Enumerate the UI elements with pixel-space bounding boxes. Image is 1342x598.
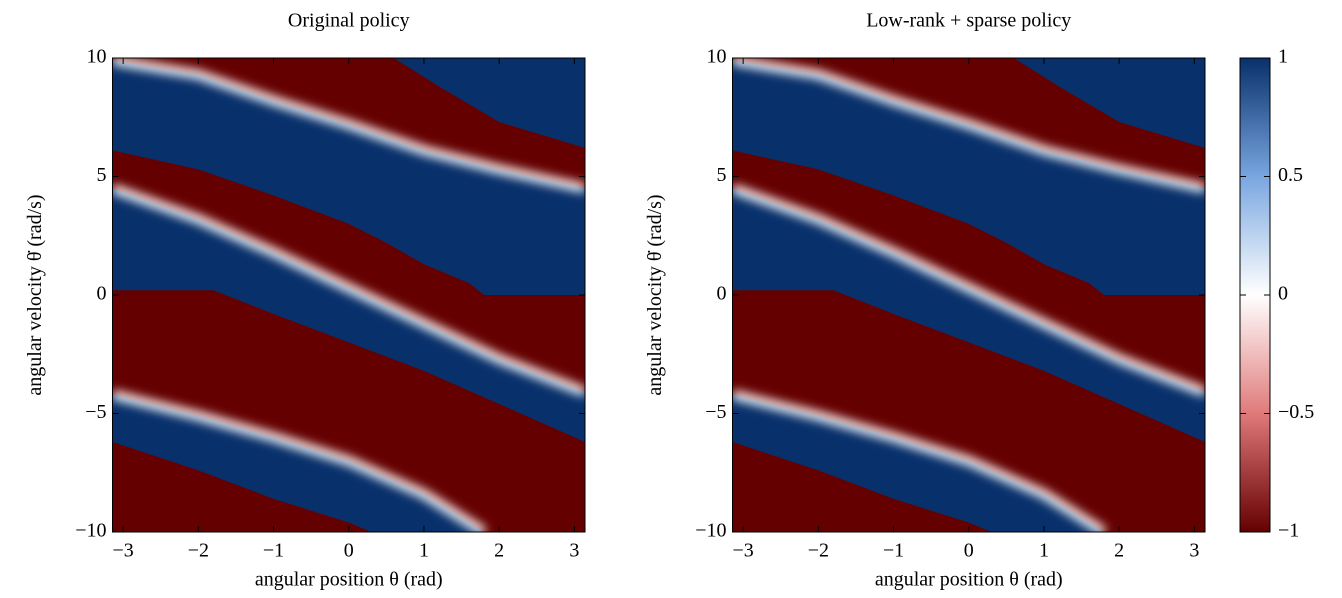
y-tick-label: −5 [85,401,106,423]
region [393,58,585,149]
region [112,394,485,532]
y-tick-label: 5 [717,164,727,186]
x-tick-label: −3 [113,540,134,562]
colorbar-tick-label: −1 [1278,520,1299,542]
colorbar-tick-label: 0.5 [1278,164,1303,186]
region [732,394,1105,532]
x-tick-label: 2 [1114,540,1124,562]
y-tick-label: 10 [87,46,107,68]
x-tick-label: 0 [344,540,354,562]
x-tick-label: 3 [1189,540,1199,562]
transition [732,184,1205,397]
transition [732,58,1205,193]
y-axis-label: angular velocity θ̇ (rad/s) [644,194,666,395]
x-tick-label: −2 [808,540,829,562]
colorbar-tick-label: −0.5 [1278,401,1314,423]
x-tick-label: −1 [263,540,284,562]
region [732,188,1205,442]
x-tick-label: 2 [494,540,504,562]
transition [112,184,585,397]
chart-title: Low-rank + sparse policy [866,10,1071,32]
x-axis-label: angular position θ (rad) [875,569,1063,591]
transition [732,390,1107,532]
region [1013,58,1205,149]
transition [112,390,487,532]
y-tick-label: 5 [97,164,107,186]
x-tick-label: 3 [569,540,579,562]
x-tick-label: 1 [419,540,429,562]
x-tick-label: −3 [733,540,754,562]
y-tick-label: −10 [75,520,106,542]
y-tick-label: 0 [97,283,107,305]
y-tick-label: 10 [707,46,727,68]
y-tick-label: 0 [717,283,727,305]
heatmap [112,58,585,532]
x-axis-label: angular position θ (rad) [255,569,443,591]
x-tick-label: −2 [188,540,209,562]
x-tick-label: 1 [1039,540,1049,562]
heatmap [732,58,1205,532]
region [112,188,585,442]
colorbar-tick-label: 0 [1278,283,1288,305]
y-tick-label: −10 [695,520,726,542]
region [732,60,1205,296]
chart-title: Original policy [288,10,410,32]
colorbar-tick-label: 1 [1278,46,1288,68]
y-axis-label: angular velocity θ̇ (rad/s) [24,194,46,395]
transition [112,58,585,193]
region [112,60,585,296]
y-tick-label: −5 [705,401,726,423]
x-tick-label: 0 [964,540,974,562]
x-tick-label: −1 [883,540,904,562]
